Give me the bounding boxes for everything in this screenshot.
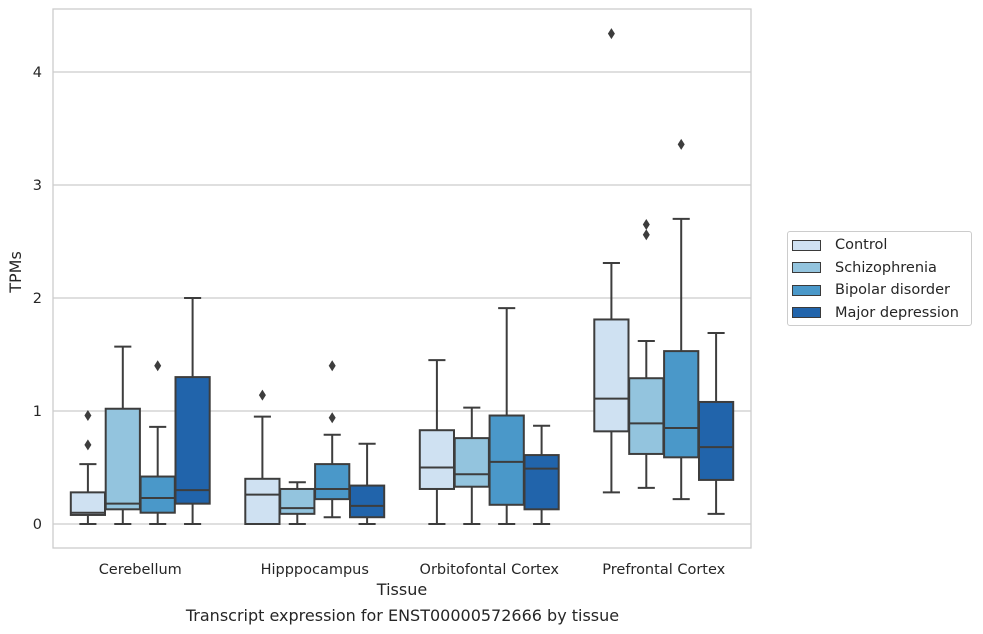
outlier-point (642, 229, 650, 241)
x-tick-label: Orbitofontal Cortex (420, 562, 560, 578)
legend-label: Control (835, 237, 888, 253)
legend-item: Schizophrenia (792, 258, 937, 278)
legend-item: Major depression (792, 303, 959, 323)
box-iqr (174, 376, 211, 505)
box-bipolar-disorder-0 (139, 360, 176, 525)
outlier-point (154, 360, 162, 372)
legend-swatch (792, 262, 821, 273)
outlier-point (328, 360, 336, 372)
box-iqr (314, 463, 351, 501)
box-bipolar-disorder-2 (488, 307, 525, 525)
box-control-3 (593, 28, 630, 494)
figure-caption: Transcript expression for ENST0000057266… (185, 606, 620, 625)
box-major-depression-3 (697, 332, 735, 515)
y-tick-label: 1 (33, 404, 42, 420)
x-tick-label: Prefrontal Cortex (602, 562, 725, 578)
box-iqr (139, 475, 176, 514)
box-iqr (628, 377, 665, 455)
box-iqr (593, 318, 630, 433)
box-major-depression-2 (523, 424, 560, 525)
y-tick-label: 3 (33, 178, 42, 194)
legend-item: Control (792, 235, 887, 255)
box-bipolar-disorder-3 (663, 138, 700, 501)
x-tick-label: Hipppocampus (261, 562, 369, 578)
plot-area-frame (52, 8, 752, 549)
outlier-point (84, 439, 92, 451)
box-control-1 (244, 389, 281, 525)
outlier-point (328, 412, 336, 424)
box-schizophrenia-2 (453, 406, 490, 525)
box-schizophrenia-3 (628, 219, 665, 489)
box-iqr (523, 454, 560, 511)
y-tick-label: 0 (33, 517, 42, 533)
box-control-0 (69, 410, 107, 525)
legend-label: Schizophrenia (835, 259, 937, 276)
box-iqr (697, 400, 735, 481)
x-tick-label: Cerebellum (99, 562, 182, 578)
box-schizophrenia-0 (104, 345, 141, 525)
outlier-point (258, 389, 266, 401)
x-axis-label: Tissue (376, 580, 427, 599)
y-tick-label: 2 (33, 291, 42, 307)
box-major-depression-0 (174, 297, 211, 525)
legend-swatch (792, 284, 821, 296)
y-axis-ticks: 0 1 2 3 4 (33, 65, 42, 533)
x-axis-ticks: Cerebellum Hipppocampus Orbitofontal Corte… (99, 562, 726, 578)
box-iqr (244, 477, 281, 525)
legend-swatch (792, 239, 821, 251)
box-iqr (453, 437, 490, 488)
outlier-point (607, 28, 615, 40)
legend-swatch (792, 307, 821, 318)
box-iqr (663, 350, 700, 459)
legend-label: Major depression (835, 304, 959, 321)
box-iqr (348, 484, 386, 519)
y-tick-label: 4 (33, 65, 42, 81)
boxes-layer (69, 28, 735, 525)
y-axis-label: TPMs (6, 251, 25, 294)
legend: Control Schizophrenia Bipolar disorder Majo… (787, 231, 972, 326)
outlier-point (677, 138, 685, 150)
box-iqr (104, 407, 141, 511)
box-iqr (279, 487, 316, 515)
box-schizophrenia-1 (279, 481, 316, 525)
box-bipolar-disorder-1 (314, 360, 351, 519)
outlier-point (84, 410, 92, 422)
box-iqr (488, 414, 525, 506)
box-control-2 (418, 359, 456, 525)
box-iqr (69, 491, 107, 516)
box-iqr (418, 429, 456, 490)
legend-label: Bipolar disorder (835, 282, 950, 298)
legend-item: Bipolar disorder (792, 280, 950, 300)
box-major-depression-1 (348, 442, 386, 525)
outlier-point (642, 219, 650, 231)
